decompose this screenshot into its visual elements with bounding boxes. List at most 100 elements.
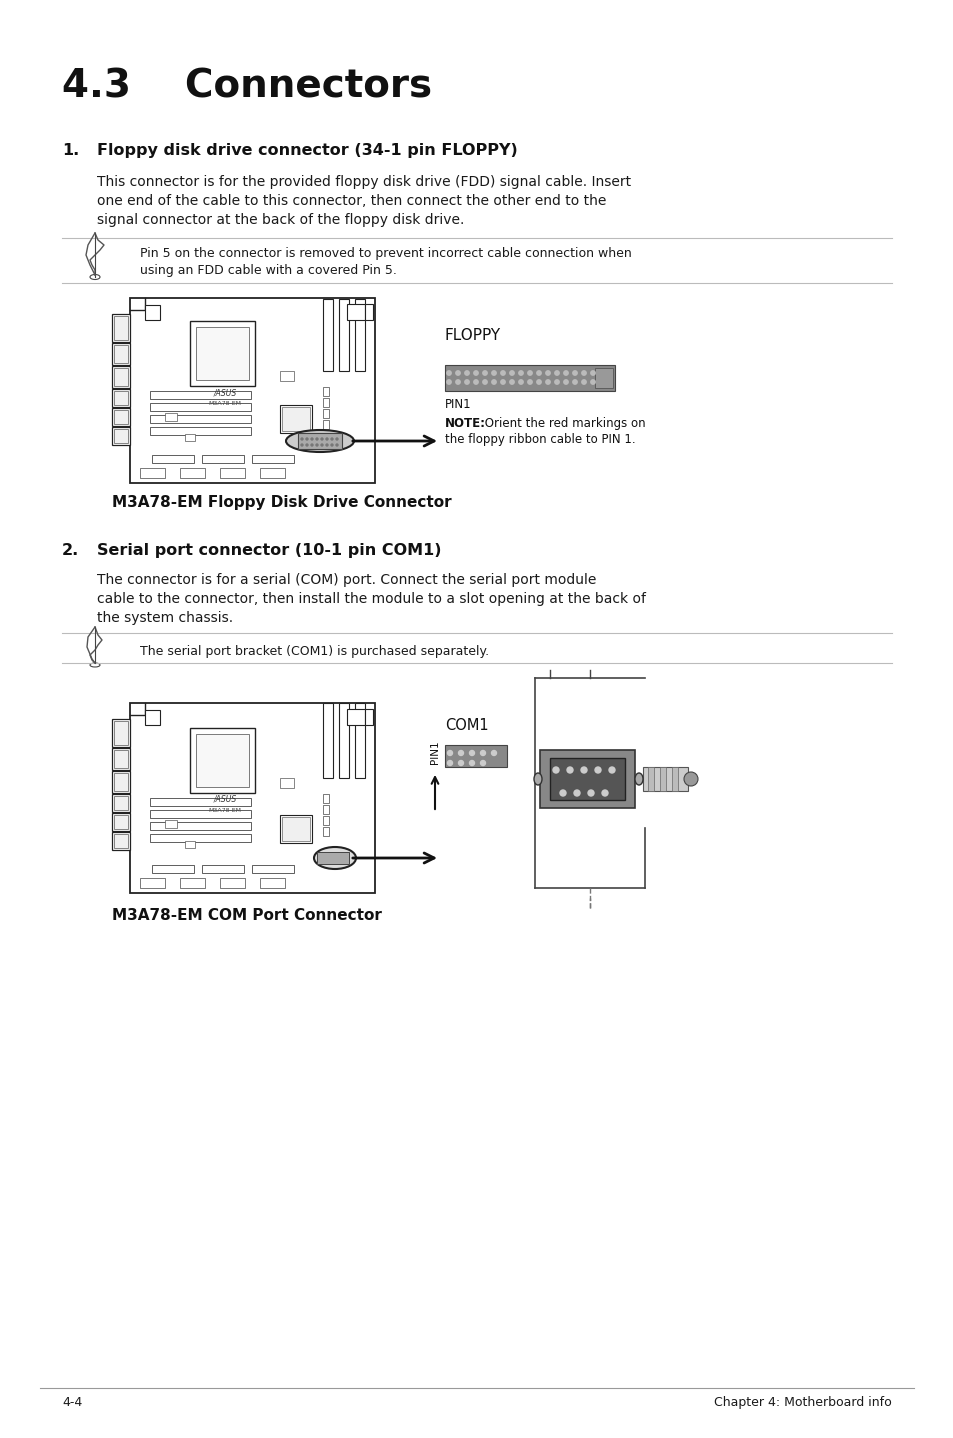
Text: PIN1: PIN1 <box>430 741 439 764</box>
Circle shape <box>456 380 459 384</box>
Circle shape <box>566 766 573 774</box>
Text: cable to the connector, then install the module to a slot opening at the back of: cable to the connector, then install the… <box>97 592 645 605</box>
Bar <box>323 420 329 429</box>
Bar <box>112 833 130 850</box>
Circle shape <box>555 380 558 384</box>
Bar <box>365 709 373 725</box>
Circle shape <box>492 371 496 375</box>
Bar <box>280 371 294 381</box>
Bar <box>140 879 165 889</box>
Bar <box>282 407 310 431</box>
Bar <box>150 416 251 423</box>
Circle shape <box>326 439 328 440</box>
Ellipse shape <box>286 430 354 452</box>
Bar <box>595 368 613 388</box>
Circle shape <box>559 789 565 797</box>
Bar <box>113 368 128 385</box>
Circle shape <box>572 380 577 384</box>
Ellipse shape <box>534 774 541 785</box>
Circle shape <box>581 380 585 384</box>
Circle shape <box>574 789 579 797</box>
Ellipse shape <box>314 847 355 869</box>
Circle shape <box>474 380 477 384</box>
Bar <box>112 794 130 812</box>
Circle shape <box>311 444 313 446</box>
Bar <box>112 771 130 792</box>
Circle shape <box>590 371 595 375</box>
Bar <box>316 851 349 864</box>
Circle shape <box>469 751 474 755</box>
Circle shape <box>320 439 323 440</box>
Circle shape <box>320 444 323 446</box>
Text: PIN1: PIN1 <box>444 398 471 411</box>
Text: 4.3    Connectors: 4.3 Connectors <box>62 68 432 106</box>
Circle shape <box>491 751 496 755</box>
Text: COM1: COM1 <box>444 718 488 733</box>
Circle shape <box>480 751 485 755</box>
Bar <box>252 866 294 873</box>
Bar <box>113 429 128 443</box>
Bar <box>113 815 128 828</box>
Bar <box>659 766 665 791</box>
Text: The connector is for a serial (COM) port. Connect the serial port module: The connector is for a serial (COM) port… <box>97 572 596 587</box>
Bar <box>180 467 205 477</box>
Circle shape <box>500 380 505 384</box>
Bar <box>195 733 249 787</box>
Bar <box>323 408 329 418</box>
Bar <box>323 299 333 371</box>
Bar <box>185 434 194 441</box>
Circle shape <box>326 444 328 446</box>
Bar <box>202 454 244 463</box>
Bar <box>150 810 251 818</box>
Bar <box>150 834 251 843</box>
Text: /ASUS: /ASUS <box>213 795 236 804</box>
Bar <box>355 299 365 371</box>
Circle shape <box>555 371 558 375</box>
Bar <box>444 745 506 766</box>
Bar <box>145 305 160 321</box>
Bar <box>112 367 130 388</box>
Bar <box>297 433 341 449</box>
Bar <box>113 391 128 406</box>
Circle shape <box>315 444 317 446</box>
Circle shape <box>518 371 522 375</box>
Circle shape <box>447 761 452 765</box>
Bar <box>550 758 624 800</box>
Bar <box>130 703 375 893</box>
Circle shape <box>545 371 550 375</box>
Bar <box>355 703 365 778</box>
Bar <box>113 751 128 768</box>
Text: Serial port connector (10-1 pin COM1): Serial port connector (10-1 pin COM1) <box>97 544 441 558</box>
Bar <box>152 866 193 873</box>
Circle shape <box>595 766 600 774</box>
Bar <box>150 427 251 436</box>
Bar <box>113 720 128 745</box>
Text: M3A78-EM: M3A78-EM <box>209 401 241 406</box>
Bar <box>671 766 678 791</box>
Text: the system chassis.: the system chassis. <box>97 611 233 626</box>
Ellipse shape <box>635 774 642 785</box>
Circle shape <box>608 766 615 774</box>
Bar <box>190 321 254 385</box>
Bar <box>220 879 245 889</box>
Bar <box>145 710 160 725</box>
Bar <box>539 751 635 808</box>
Text: Chapter 4: Motherboard info: Chapter 4: Motherboard info <box>714 1396 891 1409</box>
Bar <box>280 815 312 843</box>
Bar <box>165 413 177 421</box>
Circle shape <box>301 444 303 446</box>
Bar <box>260 879 285 889</box>
Bar <box>260 467 285 477</box>
Circle shape <box>456 371 459 375</box>
Text: 4-4: 4-4 <box>62 1396 82 1409</box>
Bar <box>112 812 130 831</box>
Circle shape <box>563 371 568 375</box>
Circle shape <box>509 371 514 375</box>
Circle shape <box>464 371 469 375</box>
Bar <box>280 406 312 433</box>
Circle shape <box>335 439 337 440</box>
Bar <box>323 398 329 407</box>
Circle shape <box>500 371 505 375</box>
Bar <box>323 805 329 814</box>
Bar <box>152 454 193 463</box>
